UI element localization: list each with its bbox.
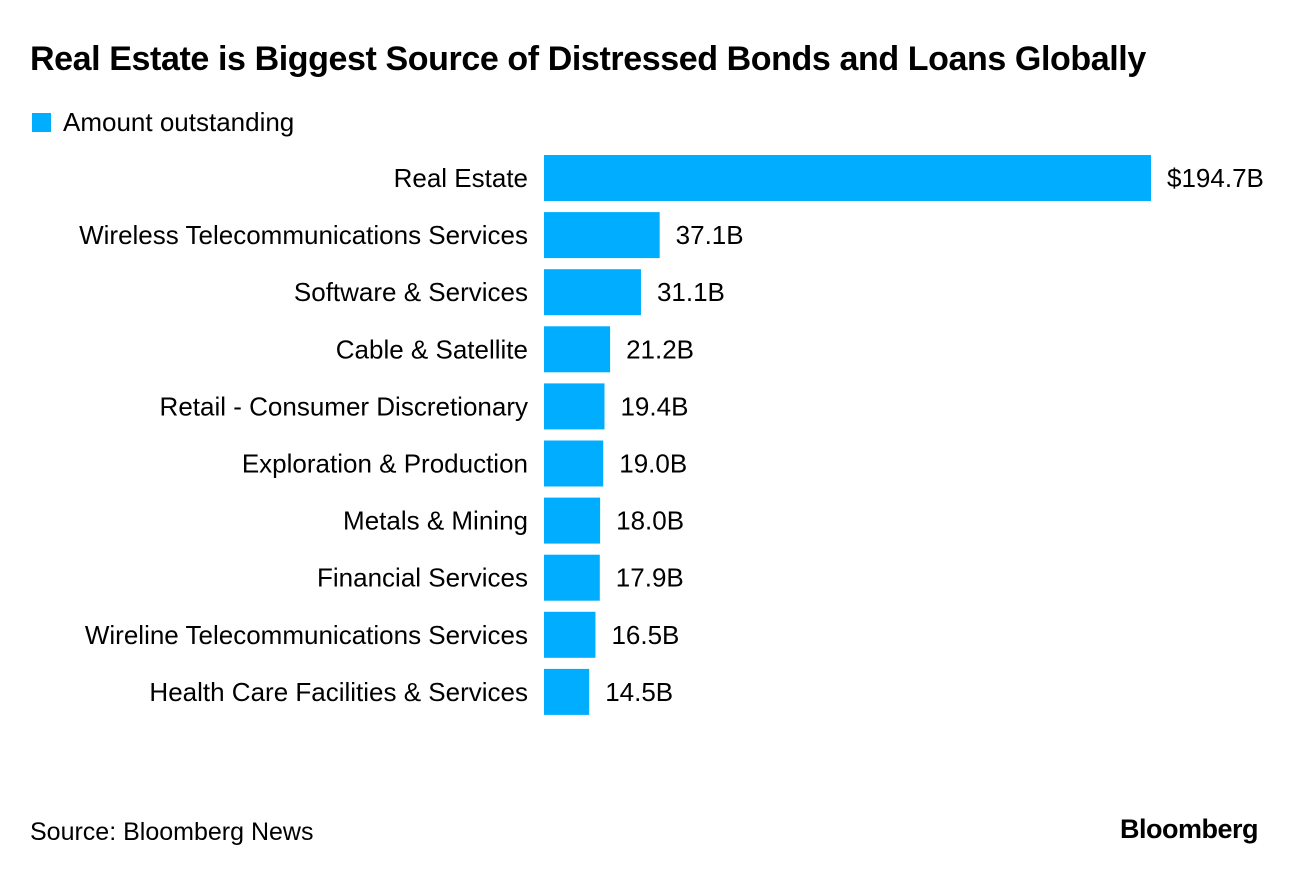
bar (544, 440, 604, 487)
value-label: 21.2B (626, 334, 694, 364)
legend: Amount outstanding (32, 107, 294, 137)
category-label: Wireline Telecommunications Services (85, 620, 528, 650)
brand-logo: Bloomberg (1119, 814, 1259, 844)
category-label: Cable & Satellite (336, 334, 528, 364)
bar (544, 269, 641, 316)
bar (544, 326, 611, 373)
value-label: 18.0B (616, 506, 684, 536)
category-label: Financial Services (317, 563, 528, 593)
value-label: 17.9B (616, 563, 684, 593)
value-label: 14.5B (605, 677, 673, 707)
category-label: Health Care Facilities & Services (149, 677, 528, 707)
value-label: 37.1B (676, 220, 744, 250)
category-label: Exploration & Production (242, 449, 528, 479)
category-label: Real Estate (394, 163, 528, 193)
value-label: 19.0B (619, 449, 687, 479)
chart-title: Real Estate is Biggest Source of Distres… (30, 40, 1146, 78)
category-label: Retail - Consumer Discretionary (160, 391, 528, 421)
category-label: Software & Services (294, 277, 528, 307)
category-label: Wireless Telecommunications Services (79, 220, 528, 250)
value-label: 16.5B (611, 620, 679, 650)
value-label: $194.7B (1167, 163, 1264, 193)
bar (544, 497, 601, 544)
legend-swatch (32, 112, 51, 132)
value-label: 31.1B (657, 277, 725, 307)
value-label: 19.4B (620, 391, 688, 421)
source-note: Source: Bloomberg News (30, 818, 314, 846)
bar (544, 212, 660, 259)
category-label: Metals & Mining (343, 506, 528, 536)
bar (544, 554, 600, 601)
bar (544, 668, 590, 715)
bar (544, 155, 1151, 201)
bar (544, 611, 596, 658)
legend-label: Amount outstanding (63, 106, 295, 137)
bar (544, 383, 605, 430)
